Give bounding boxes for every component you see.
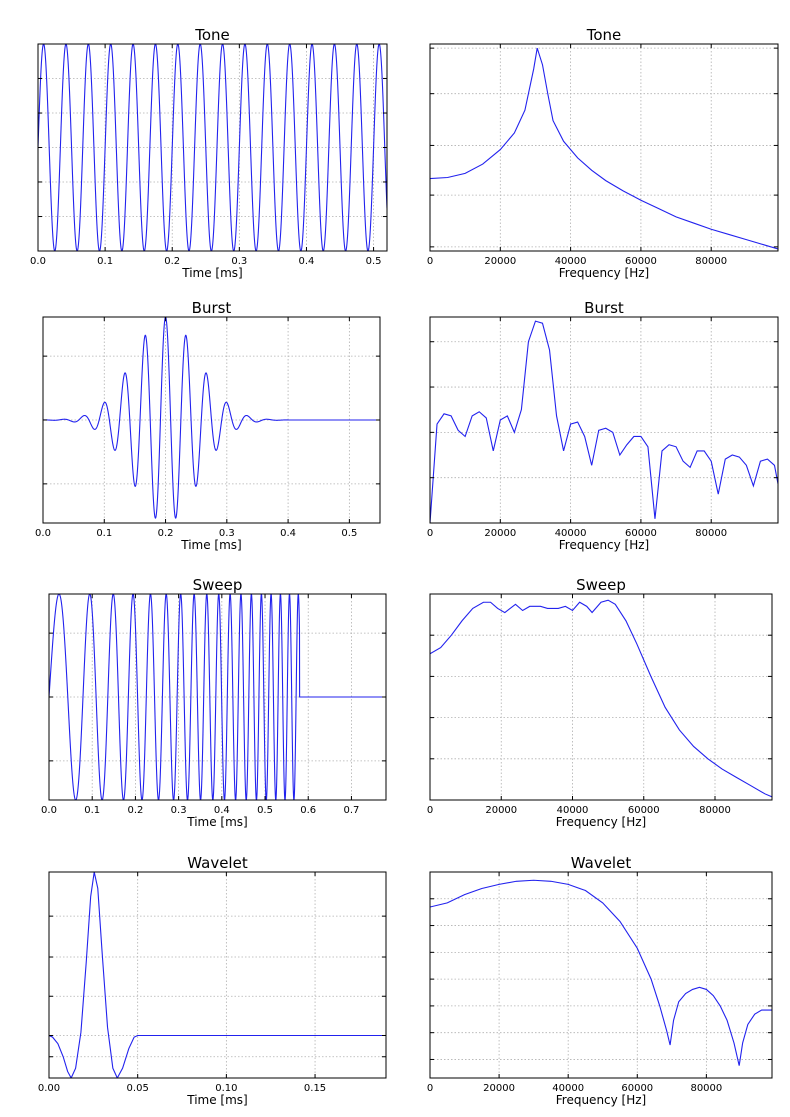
- x-tick-label: 40000: [552, 1083, 584, 1094]
- x-tick-label: 0.10: [215, 1083, 237, 1094]
- x-tick-label: 0.15: [304, 1083, 326, 1094]
- x-tick-label: 60000: [625, 528, 657, 539]
- subplot-title: Burst: [192, 299, 232, 317]
- subplot-title: Wavelet: [187, 854, 248, 872]
- subplot-wavelet-time: 0.00 0.05 0.10 0.15 Wavelet Time [ms]: [38, 854, 387, 1107]
- x-tick-label: 0.2: [127, 805, 143, 816]
- x-tick-label: 80000: [695, 256, 727, 267]
- x-tick-label: 80000: [695, 528, 727, 539]
- x-tick-label: 0.5: [341, 528, 357, 539]
- series-line: [43, 317, 380, 519]
- subplot-title: Sweep: [193, 576, 243, 594]
- x-tick-label: 0.5: [366, 256, 382, 267]
- x-tick-label: 0.2: [158, 528, 174, 539]
- x-tick-label: 0.1: [96, 528, 112, 539]
- x-tick-label: 0.4: [299, 256, 315, 267]
- series-line: [430, 320, 778, 523]
- series-line: [38, 44, 387, 251]
- x-tick-label: 40000: [555, 528, 587, 539]
- x-tick-label: 20000: [483, 1083, 515, 1094]
- x-tick-label: 60000: [628, 805, 660, 816]
- x-tick-label: 0.6: [300, 805, 316, 816]
- series-line: [430, 47, 778, 250]
- x-tick-label: 0.3: [219, 528, 235, 539]
- x-tick-label: 60000: [621, 1083, 653, 1094]
- plot-frame: [429, 316, 779, 524]
- x-axis-label: Time [ms]: [181, 266, 243, 280]
- x-tick-label: 20000: [484, 256, 516, 267]
- series-line: [430, 599, 772, 798]
- subplot-title: Tone: [194, 26, 230, 44]
- x-tick-label: 20000: [485, 805, 517, 816]
- x-tick-label: 60000: [625, 256, 657, 267]
- x-axis-label: Frequency [Hz]: [556, 1093, 647, 1107]
- x-tick-label: 0.0: [41, 805, 57, 816]
- x-tick-label: 0: [427, 805, 433, 816]
- x-tick-label: 0.05: [127, 1083, 149, 1094]
- x-axis-label: Frequency [Hz]: [556, 815, 647, 829]
- x-axis-label: Time [ms]: [186, 815, 248, 829]
- x-tick-label: 0.1: [84, 805, 100, 816]
- subplot-sweep-time: 0.0 0.1 0.2 0.3 0.4 0.5 0.6 0.7 Sweep Time [ms]: [41, 576, 387, 829]
- x-tick-label: 80000: [699, 805, 731, 816]
- x-axis-label: Frequency [Hz]: [559, 266, 650, 280]
- x-tick-label: 80000: [690, 1083, 722, 1094]
- x-tick-label: 0.2: [164, 256, 180, 267]
- x-tick-label: 0: [427, 1083, 433, 1094]
- x-tick-label: 0.1: [97, 256, 113, 267]
- x-tick-label: 0: [427, 256, 433, 267]
- subplot-tone-time: 0.0 0.1 0.2 0.3 0.4 0.5 Tone Time [ms]: [30, 26, 388, 280]
- plot-frame: [429, 43, 779, 252]
- x-tick-label: 0.00: [38, 1083, 60, 1094]
- x-tick-label: 0.4: [214, 805, 230, 816]
- x-tick-label: 0.3: [231, 256, 247, 267]
- series-line: [430, 879, 772, 1066]
- x-tick-label: 0.4: [280, 528, 296, 539]
- series-line: [49, 872, 386, 1078]
- x-tick-label: 40000: [557, 805, 589, 816]
- x-tick-label: 0.7: [343, 805, 359, 816]
- subplot-title: Wavelet: [571, 854, 632, 872]
- series-line: [49, 594, 386, 800]
- x-tick-label: 20000: [484, 528, 516, 539]
- plot-frame: [429, 593, 773, 801]
- x-tick-label: 0.3: [171, 805, 187, 816]
- x-axis-label: Frequency [Hz]: [559, 538, 650, 552]
- subplot-sweep-freq: 0 20000 40000 60000 80000 Sweep Frequency [Hz]: [427, 576, 773, 829]
- plot-frame: [429, 871, 773, 1079]
- x-tick-label: 0.0: [35, 528, 51, 539]
- x-tick-label: 40000: [555, 256, 587, 267]
- subplot-title: Sweep: [576, 576, 626, 594]
- subplot-burst-time: 0.0 0.1 0.2 0.3 0.4 0.5 Burst Time [ms]: [35, 299, 381, 552]
- subplot-tone-freq: 0 20000 40000 60000 80000 Tone Frequency [Hz]: [427, 26, 779, 280]
- x-axis-label: Time [ms]: [186, 1093, 248, 1107]
- x-tick-label: 0.5: [257, 805, 273, 816]
- x-tick-label: 0.0: [30, 256, 46, 267]
- subplot-wavelet-freq: 0 20000 40000 60000 80000 Wavelet Frequency [H…: [427, 854, 773, 1107]
- subplot-title: Tone: [586, 26, 622, 44]
- subplot-title: Burst: [584, 299, 624, 317]
- x-tick-label: 0: [427, 528, 433, 539]
- plot-frame: [48, 871, 387, 1079]
- plot-frame: [37, 43, 388, 252]
- subplot-burst-freq: 0 20000 40000 60000 80000 Burst Frequency [Hz]: [427, 299, 779, 552]
- x-axis-label: Time [ms]: [180, 538, 242, 552]
